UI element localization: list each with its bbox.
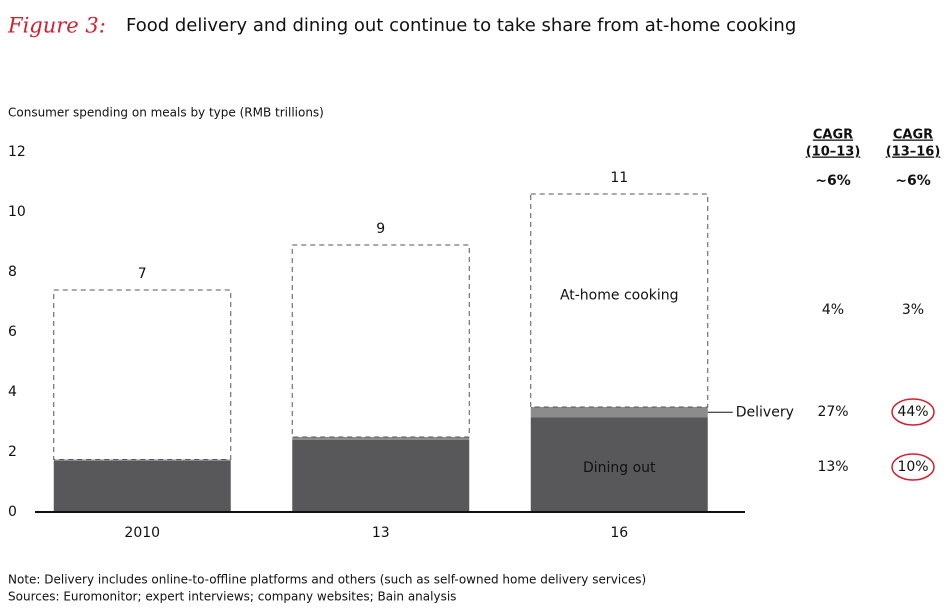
table-cell: 4%: [822, 302, 844, 318]
x-tick-label: 16: [610, 525, 628, 541]
y-axis-title: Consumer spending on meals by type (RMB …: [8, 106, 324, 120]
total-label: 9: [376, 221, 385, 237]
table-cell: 10%: [897, 459, 928, 475]
x-tick-label: 2010: [124, 525, 160, 541]
note: Note: Delivery includes online-to-offlin…: [8, 573, 646, 587]
table-header: (10–13): [806, 145, 861, 160]
table-cell: 44%: [897, 404, 928, 420]
series-label: At-home cooking: [560, 288, 679, 304]
y-tick-label: 0: [8, 504, 17, 520]
y-tick-label: 2: [8, 444, 17, 460]
bar-segment: [291, 244, 470, 438]
table-header: CAGR: [893, 128, 933, 143]
total-label: 11: [610, 170, 628, 186]
bar-segment: [530, 417, 708, 512]
table-header: (13–16): [886, 145, 941, 160]
table-cell: 27%: [817, 404, 848, 420]
bar-segment: [53, 459, 231, 461]
bar-segment: [53, 461, 231, 512]
bar-segment: [530, 193, 709, 408]
table-cell: 13%: [817, 459, 848, 475]
y-tick-label: 6: [8, 324, 17, 340]
bar-segment: [292, 437, 470, 440]
table-cell: ~6%: [895, 173, 931, 189]
bar-segment: [292, 440, 470, 512]
y-tick-label: 8: [8, 264, 17, 280]
highlight-circle: [891, 453, 935, 481]
y-tick-label: 12: [8, 144, 26, 160]
series-label: Dining out: [583, 460, 656, 476]
chart-title: Food delivery and dining out continue to…: [126, 15, 796, 36]
figure-label: Figure 3:: [7, 14, 106, 38]
highlight-circle: [891, 398, 935, 426]
series-label: Delivery: [736, 404, 794, 420]
total-label: 7: [138, 266, 147, 282]
table-cell: 3%: [902, 302, 924, 318]
bar-segment: [53, 289, 232, 460]
table-cell: ~6%: [815, 173, 851, 189]
bar-segment: [530, 407, 708, 418]
table-header: CAGR: [813, 128, 853, 143]
y-tick-label: 4: [8, 384, 17, 400]
x-tick-label: 13: [372, 525, 390, 541]
sources: Sources: Euromonitor; expert interviews;…: [8, 590, 456, 604]
y-tick-label: 10: [8, 204, 26, 220]
